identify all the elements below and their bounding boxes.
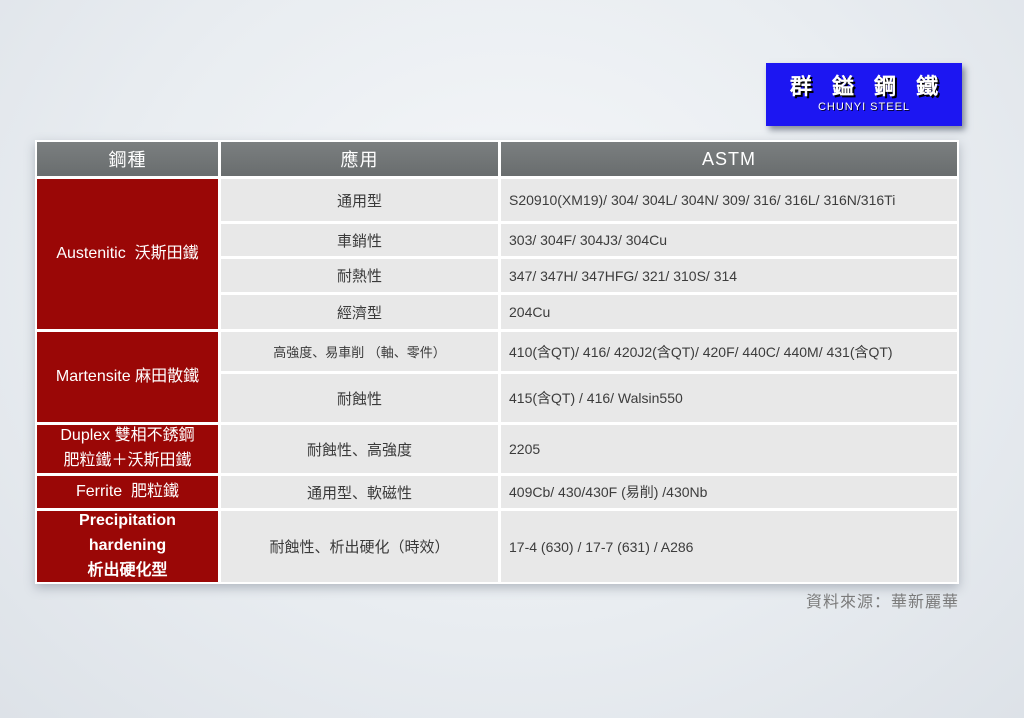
cell-astm: S20910(XM19)/ 304/ 304L/ 304N/ 309/ 316/…	[501, 179, 957, 221]
cell-application: 經濟型	[221, 295, 498, 329]
cell-application: 通用型	[221, 179, 498, 221]
cell-application: 高強度、易車削 （軸、零件）	[221, 332, 498, 371]
group-martensite: Martensite 麻田散鐵	[37, 332, 218, 422]
cell-astm: 303/ 304F/ 304J3/ 304Cu	[501, 224, 957, 256]
group-label-line: Duplex 雙相不銹鋼	[60, 427, 195, 445]
group-label-line: 肥粒鐵＋沃斯田鐵	[63, 452, 192, 469]
cell-application: 耐熱性	[221, 259, 498, 292]
cell-application: 耐蝕性	[221, 374, 498, 422]
cell-astm: 2205	[501, 425, 957, 473]
company-logo: 群 鎰 鋼 鐵 CHUNYI STEEL	[766, 63, 962, 126]
group-label-line: Martensite 麻田散鐵	[55, 367, 200, 385]
cell-application: 耐蝕性、析出硬化（時效）	[221, 511, 498, 582]
cell-astm: 410(含QT)/ 416/ 420J2(含QT)/ 420F/ 440C/ 4…	[501, 332, 957, 371]
cell-astm: 17-4 (630) / 17-7 (631) / A286	[501, 511, 957, 582]
cell-astm: 204Cu	[501, 295, 957, 329]
header-steel-type: 鋼種	[37, 142, 218, 176]
cell-astm: 415(含QT) / 416/ Walsin550	[501, 374, 957, 422]
group-label-line: Ferrite 肥粒鐵	[75, 482, 180, 500]
group-austenitic: Austenitic 沃斯田鐵	[37, 179, 218, 329]
header-application: 應用	[221, 142, 498, 176]
group-label-line: hardening	[88, 537, 167, 555]
group-duplex: Duplex 雙相不銹鋼 肥粒鐵＋沃斯田鐵	[37, 425, 218, 473]
group-ferrite: Ferrite 肥粒鐵	[37, 476, 218, 508]
group-label-line: Austenitic 沃斯田鐵	[56, 244, 199, 262]
header-astm: ASTM	[501, 142, 957, 176]
cell-astm: 409Cb/ 430/430F (易削) /430Nb	[501, 476, 957, 508]
data-source-note: 資料來源：華新麗華	[805, 594, 959, 611]
steel-grades-table: 鋼種 應用 ASTM Austenitic 沃斯田鐵 Martensite 麻田…	[35, 140, 959, 584]
cell-astm: 347/ 347H/ 347HFG/ 321/ 310S/ 314	[501, 259, 957, 292]
logo-subtitle: CHUNYI STEEL	[817, 100, 911, 113]
group-label-line: Precipitation	[79, 512, 176, 530]
cell-application: 車銷性	[221, 224, 498, 256]
cell-application: 通用型、軟磁性	[221, 476, 498, 508]
logo-title: 群 鎰 鋼 鐵	[789, 74, 946, 100]
group-label-line: 析出硬化型	[87, 561, 168, 579]
group-precipitation-hardening: Precipitation hardening 析出硬化型	[37, 511, 218, 582]
cell-application: 耐蝕性、高強度	[221, 425, 498, 473]
